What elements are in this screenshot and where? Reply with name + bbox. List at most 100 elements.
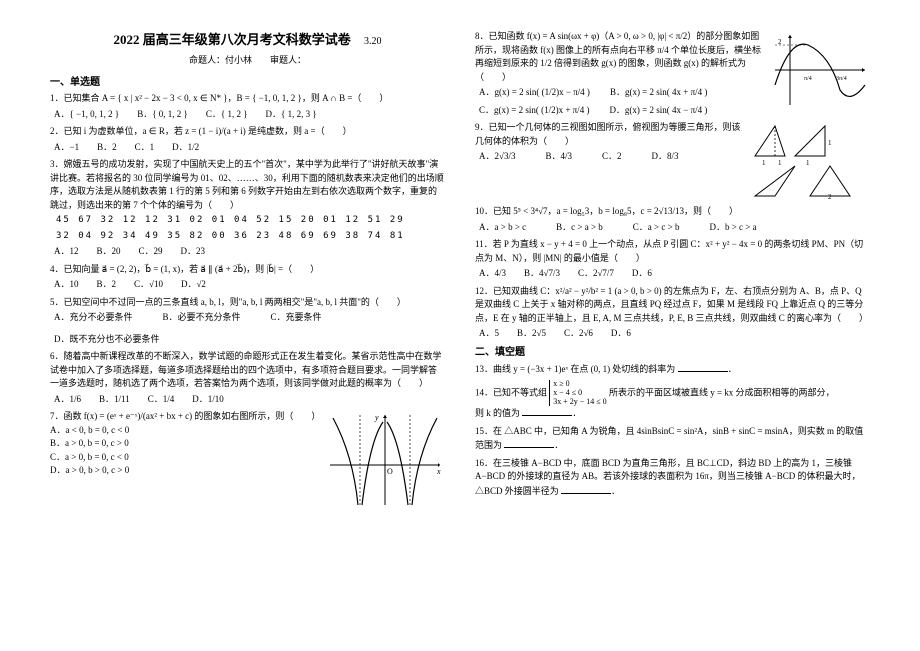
q16-text: 16．在三棱锥 A−BCD 中，底面 BCD 为直角三角形，且 BC⊥CD，斜边… — [475, 458, 860, 496]
q2-text: 2．已知 i 为虚数单位，a ∈ R，若 z = (1 − i)/(a + i)… — [50, 125, 445, 139]
q9-d6: 2 — [828, 193, 832, 201]
q14-t1: 14．已知不等式组 — [475, 387, 549, 397]
q7-y-label: y — [374, 413, 379, 422]
q7-b: B．a > 0, b = 0, c > 0 — [50, 437, 317, 451]
author-line: 命题人：付小林 审题人： — [50, 54, 445, 68]
q12-d: D．6 — [611, 327, 631, 341]
paper-date: 3.20 — [364, 36, 382, 47]
q3-b: B．20 — [97, 245, 121, 259]
q7-text: 7．函数 f(x) = (eˣ + e⁻ˣ)/(ax² + bx + c) 的图… — [50, 410, 317, 424]
q14-s3: 3x + 2y − 14 ≤ 0 — [553, 397, 606, 406]
q8-a: A．g(x) = 2 sin( (1/2)x − π/4 ) — [479, 86, 590, 100]
question-7: 7．函数 f(x) = (eˣ + e⁻ˣ)/(ax² + bx + c) 的图… — [50, 410, 445, 510]
q2-d: D．1/2 — [172, 141, 199, 155]
left-column: 2022 届高三年级第八次月考文科数学试卷 3.20 命题人：付小林 审题人： … — [50, 30, 445, 621]
q6-b: B．1/11 — [99, 393, 130, 407]
q10-b: B．c > a > b — [556, 221, 603, 235]
question-11: 11．若 P 为直线 x − y + 4 = 0 上一个动点，从点 P 引圆 C… — [475, 238, 870, 281]
q11-a: A．4/3 — [479, 267, 506, 281]
question-3: 3．嫦娥五号的成功发射，实现了中国航天史上的五个"首次"，某中学为此举行了"讲好… — [50, 158, 445, 259]
q14-s2: x − 4 ≤ 0 — [553, 388, 582, 397]
q1-d: D．{ 1, 2, 3 } — [266, 108, 317, 122]
right-column: 8．已知函数 f(x) = A sin(ωx + φ)（A > 0, ω > 0… — [475, 30, 870, 621]
question-14: 14．已知不等式组 x ≥ 0 x − 4 ≤ 0 3x + 2y − 14 ≤… — [475, 380, 870, 421]
q8-amp: 2 — [778, 38, 782, 46]
q3-a: A．12 — [54, 245, 79, 259]
q11-b: B．4√7/3 — [524, 267, 560, 281]
q4-a: A．10 — [54, 278, 79, 292]
q8-d: D．g(x) = 2 sin( 4x − π/4 ) — [609, 104, 707, 118]
q13-blank — [678, 362, 728, 372]
q9-d1: 1 — [762, 159, 766, 167]
q5-b: B．必要不充分条件 — [163, 311, 241, 325]
q14-t3: 则 k 的值为 — [475, 408, 520, 418]
q11-text: 11．若 P 为直线 x − y + 4 = 0 上一个动点，从点 P 引圆 C… — [475, 238, 870, 265]
question-5: 5．已知空间中不过同一点的三条直线 a, b, l，则"a, b, l 两两相交… — [50, 296, 445, 347]
question-6: 6．随着高中新课程改革的不断深入，数学试题的命题形式正在发生着变化。某省示范性高… — [50, 350, 445, 406]
question-2: 2．已知 i 为虚数单位，a ∈ R，若 z = (1 − i)/(a + i)… — [50, 125, 445, 154]
q12-text: 12．已知双曲线 C：x²/a² − y²/b² = 1 (a > 0, b >… — [475, 285, 870, 326]
q9-a: A．2√3/3 — [479, 150, 515, 164]
q8-xt1: π/4 — [804, 76, 812, 82]
q10-a: A．a > b > c — [479, 221, 526, 235]
q7-x-label: x — [436, 467, 441, 476]
q1-b: B．{ 0, 1, 2 } — [137, 108, 188, 122]
q12-a: A．5 — [479, 327, 499, 341]
q3-d: D．23 — [181, 245, 206, 259]
question-9: 9．已知一个几何体的三视图如图所示，俯视图为等腰三角形，则该几何体的体积为（ ）… — [475, 121, 870, 201]
q12-b: B．2√5 — [517, 327, 546, 341]
q5-d: D．既不充分也不必要条件 — [54, 333, 160, 347]
q13-text: 13．曲线 y = (−3x + 1)eˣ 在点 (0, 1) 处切线的斜率为 — [475, 364, 675, 374]
q9-d: D．8/3 — [651, 150, 678, 164]
q8-c: C．g(x) = 2 sin( (1/2)x + π/4 ) — [479, 104, 589, 118]
q8-b: B．g(x) = 2 sin( 4x + π/4 ) — [610, 86, 707, 100]
section-1-head: 一、单选题 — [50, 75, 445, 90]
q6-a: A．1/6 — [54, 393, 81, 407]
q6-d: D．1/10 — [192, 393, 224, 407]
question-1: 1．已知集合 A = { x | x² − 2x − 3 < 0, x ∈ N*… — [50, 92, 445, 121]
q2-b: B．2 — [97, 141, 117, 155]
q1-text: 1．已知集合 A = { x | x² − 2x − 3 < 0, x ∈ N*… — [50, 92, 445, 106]
q5-c: C．充要条件 — [271, 311, 322, 325]
q9-text: 9．已知一个几何体的三视图如图所示，俯视图为等腰三角形，则该几何体的体积为（ ） — [475, 121, 742, 148]
question-12: 12．已知双曲线 C：x²/a² − y²/b² = 1 (a > 0, b >… — [475, 285, 870, 341]
q3-row2: 32 04 92 34 49 35 82 00 36 23 48 69 69 3… — [56, 230, 445, 244]
q9-graph: 1 1 1 1 2 — [750, 121, 870, 201]
q6-c: C．1/4 — [148, 393, 175, 407]
question-15: 15．在 △ABC 中，已知角 A 为锐角，且 4sinBsinC = sin²… — [475, 425, 870, 453]
q6-text: 6．随着高中新课程改革的不断深入，数学试题的命题形式正在发生着变化。某省示范性高… — [50, 350, 445, 391]
q11-c: C．2√7/7 — [578, 267, 614, 281]
q12-c: C．2√6 — [564, 327, 593, 341]
q7-a: A．a < 0, b = 0, c < 0 — [50, 424, 317, 438]
q14-blank — [522, 406, 572, 416]
q8-text: 8．已知函数 f(x) = A sin(ωx + φ)（A > 0, ω > 0… — [475, 30, 762, 84]
q5-a: A．充分不必要条件 — [54, 311, 133, 325]
q15-blank — [504, 438, 554, 448]
q4-c: C．√10 — [134, 278, 163, 292]
q4-text: 4．已知向量 a⃗ = (2, 2)，b⃗ = (1, x)，若 a⃗ ∥ (a… — [50, 263, 445, 277]
q14-t2: 所表示的平面区域被直线 y = kx 分成面积相等的两部分， — [609, 387, 835, 397]
q2-c: C．1 — [135, 141, 155, 155]
q9-d4: 1 — [828, 139, 832, 147]
q7-origin-label: O — [387, 467, 393, 476]
q14-s1: x ≥ 0 — [553, 379, 569, 388]
q9-c: C．2 — [602, 150, 622, 164]
question-8: 8．已知函数 f(x) = A sin(ωx + φ)（A > 0, ω > 0… — [475, 30, 870, 117]
q4-d: D．√2 — [181, 278, 206, 292]
q5-text: 5．已知空间中不过同一点的三条直线 a, b, l，则"a, b, l 两两相交… — [50, 296, 445, 310]
q16-blank — [561, 484, 611, 494]
q10-text: 10．已知 5⁵ < 3⁴√7，a = log₅3，b = log₈5，c = … — [475, 205, 870, 219]
q9-d3: 1 — [806, 159, 810, 167]
q10-c: C．a > c > b — [633, 221, 680, 235]
q1-c: C．{ 1, 2 } — [206, 108, 248, 122]
q3-text: 3．嫦娥五号的成功发射，实现了中国航天史上的五个"首次"，某中学为此举行了"讲好… — [50, 158, 445, 212]
q7-c: C．a > 0, b = 0, c < 0 — [50, 451, 317, 465]
q9-d2: 1 — [778, 159, 782, 167]
question-4: 4．已知向量 a⃗ = (2, 2)，b⃗ = (1, x)，若 a⃗ ∥ (a… — [50, 263, 445, 292]
section-2-head: 二、填空题 — [475, 345, 870, 360]
q10-d: D．b > c > a — [709, 221, 756, 235]
q7-d: D．a > 0, b > 0, c > 0 — [50, 464, 317, 478]
q4-b: B．2 — [97, 278, 117, 292]
question-13: 13．曲线 y = (−3x + 1)eˣ 在点 (0, 1) 处切线的斜率为 … — [475, 362, 870, 377]
question-16: 16．在三棱锥 A−BCD 中，底面 BCD 为直角三角形，且 BC⊥CD，斜边… — [475, 457, 870, 499]
